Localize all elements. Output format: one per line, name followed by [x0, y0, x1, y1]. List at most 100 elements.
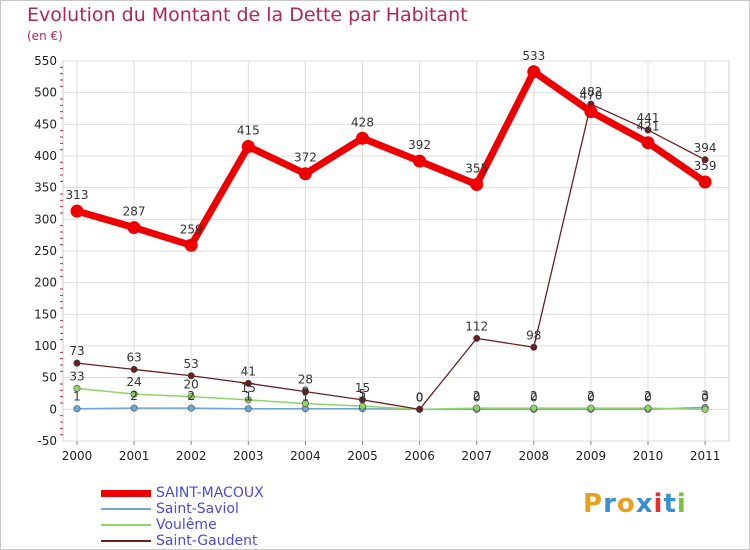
data-point — [73, 405, 81, 413]
x-tick-label: 2011 — [690, 449, 721, 463]
proxiti-logo: Proxiti — [583, 489, 687, 519]
data-label: 470 — [579, 89, 602, 103]
data-point — [356, 131, 369, 145]
y-tick-label: 250 — [34, 244, 57, 258]
logo-letter: i — [653, 489, 664, 519]
x-tick-label: 2008 — [519, 449, 550, 463]
data-label: 2 — [644, 389, 652, 403]
x-tick-label: 2004 — [290, 449, 321, 463]
data-label: 1 — [359, 390, 367, 404]
data-label: 63 — [126, 350, 141, 364]
logo-letter: t — [663, 489, 677, 519]
legend-label: SAINT-MACOUX — [156, 485, 264, 501]
data-label: 359 — [694, 159, 717, 173]
data-point — [73, 384, 81, 392]
legend-label: Voulême — [156, 517, 217, 533]
series-line-0 — [76, 68, 708, 249]
data-label: 2 — [473, 389, 481, 403]
y-tick-label: 300 — [34, 212, 57, 226]
x-tick-label: 2006 — [404, 449, 435, 463]
legend-item: Voulême — [101, 517, 264, 533]
chart-title: Evolution du Montant de la Dette par Hab… — [27, 4, 468, 26]
legend-item: SAINT-MACOUX — [101, 485, 264, 501]
data-point — [244, 396, 252, 404]
data-label: 287 — [123, 205, 146, 219]
data-label: 0 — [416, 390, 424, 404]
series-line-3 — [76, 103, 706, 410]
legend-swatch — [101, 524, 151, 526]
legend-item: Saint-Gaudent — [101, 533, 264, 549]
data-point — [416, 405, 424, 413]
logo-letter: P — [583, 489, 604, 519]
data-point — [473, 334, 481, 342]
data-label: 313 — [66, 188, 89, 202]
data-label: 15 — [355, 381, 370, 395]
y-tick-label: 400 — [34, 149, 57, 163]
data-point — [301, 388, 309, 396]
y-tick-label: 150 — [34, 307, 57, 321]
x-tick-label: 2007 — [461, 449, 492, 463]
data-label: 0 — [530, 390, 538, 404]
data-label: 1 — [244, 390, 252, 404]
data-label: 2 — [530, 389, 538, 403]
data-point — [584, 105, 598, 119]
data-label: 415 — [237, 124, 260, 138]
y-tick-label: 200 — [34, 276, 57, 290]
y-tick-label: 50 — [42, 371, 57, 385]
data-label: 0 — [587, 390, 595, 404]
data-label: 0 — [644, 390, 652, 404]
data-label: 428 — [351, 115, 374, 129]
data-label: 259 — [180, 222, 203, 236]
data-label: 15 — [241, 381, 256, 395]
data-point — [641, 136, 655, 150]
data-point — [187, 372, 195, 380]
data-point — [127, 221, 141, 235]
data-point — [184, 238, 198, 252]
data-point — [187, 404, 195, 412]
x-tick-label: 2002 — [176, 449, 207, 463]
data-point — [130, 404, 138, 412]
y-tick-label: 550 — [34, 54, 57, 68]
data-point — [130, 390, 138, 398]
data-label: 73 — [69, 344, 84, 358]
x-tick-label: 2003 — [233, 449, 264, 463]
data-label: 0 — [416, 390, 424, 404]
x-tick-label: 2005 — [347, 449, 378, 463]
data-point — [301, 400, 309, 408]
data-label: 2 — [187, 389, 195, 403]
series-line-2 — [76, 387, 706, 411]
y-tick-label: 450 — [34, 117, 57, 131]
legend-label: Saint-Saviol — [156, 501, 239, 517]
legend-label: Saint-Gaudent — [156, 533, 258, 549]
data-point — [244, 379, 252, 387]
data-point — [241, 140, 255, 153]
data-point — [701, 405, 709, 413]
data-point — [644, 404, 652, 412]
data-label: 482 — [579, 85, 602, 99]
data-label: 1 — [73, 390, 81, 404]
data-label: 112 — [465, 319, 488, 333]
y-tick-label: 350 — [34, 181, 57, 195]
data-point — [413, 154, 427, 168]
y-tick-label: 100 — [34, 339, 57, 353]
data-point — [187, 393, 195, 401]
legend-item: Saint-Saviol — [101, 501, 264, 517]
data-label: 0 — [416, 390, 424, 404]
data-point — [70, 204, 84, 218]
x-tick-label: 2009 — [576, 449, 607, 463]
data-point — [587, 404, 595, 412]
data-label: 2 — [130, 389, 138, 403]
data-point — [130, 365, 138, 373]
data-label: 53 — [184, 357, 199, 371]
data-label: 421 — [637, 120, 660, 134]
data-label: 1 — [302, 390, 310, 404]
data-label: 0 — [701, 390, 709, 404]
y-tick-label: 500 — [34, 86, 57, 100]
x-tick-label: 2001 — [119, 449, 150, 463]
data-point — [298, 167, 312, 181]
data-point — [358, 402, 366, 410]
data-point — [530, 343, 538, 351]
data-label: 2 — [587, 389, 595, 403]
